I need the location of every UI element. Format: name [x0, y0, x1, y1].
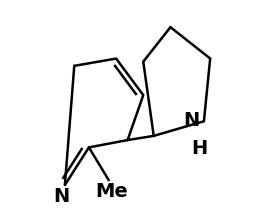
Text: N: N [184, 111, 200, 130]
Text: N: N [54, 187, 70, 206]
Text: H: H [192, 139, 208, 158]
Text: Me: Me [96, 182, 128, 201]
